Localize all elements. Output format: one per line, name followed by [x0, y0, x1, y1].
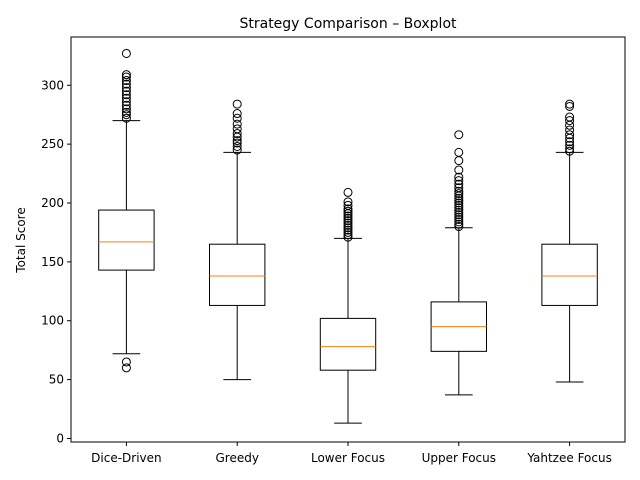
outlier-point-lower-focus — [343, 216, 353, 226]
outlier-point-greedy — [232, 138, 242, 148]
outlier-point-lower-focus — [343, 218, 353, 228]
outlier-point-greedy — [232, 145, 242, 155]
outlier-point-greedy — [232, 119, 242, 129]
outlier-point-upper-focus — [454, 130, 464, 140]
outlier-point-upper-focus — [454, 176, 464, 186]
outlier-point-upper-focus — [454, 147, 464, 157]
outlier-point-upper-focus — [454, 207, 464, 217]
box-yahtzee-focus — [541, 243, 598, 306]
y-tick-label: 0 — [56, 431, 64, 445]
y-tick-label: 50 — [49, 373, 64, 387]
outlier-point-dice-driven — [121, 48, 131, 58]
x-tick-label-lower-focus: Lower Focus — [311, 451, 385, 465]
outlier-point-dice-driven — [121, 90, 131, 100]
plot-area: 0 50 100 150 200 250 300 Dice-Driven Greedy Lower… — [41, 48, 612, 465]
plot-frame — [70, 36, 626, 443]
outlier-point-lower-focus — [343, 232, 353, 242]
box-lower-focus — [319, 317, 377, 371]
outlier-point-upper-focus — [454, 214, 464, 224]
outlier-point-dice-driven — [121, 79, 131, 89]
outlier-point-upper-focus — [454, 222, 464, 232]
outlier-point-greedy — [232, 99, 242, 109]
outlier-point-lower-focus — [343, 197, 353, 207]
outlier-point-yahtzee-focus — [565, 112, 575, 122]
y-tick-label: 250 — [41, 137, 64, 151]
outlier-point-upper-focus — [454, 219, 464, 229]
outlier-point-lower-focus — [343, 200, 353, 210]
outlier-point-lower-focus — [343, 230, 353, 240]
outlier-point-dice-driven — [121, 113, 131, 123]
outlier-point-yahtzee-focus — [565, 137, 575, 147]
outlier-point-yahtzee-focus — [565, 99, 575, 109]
outlier-point-upper-focus — [454, 165, 464, 175]
y-tick-label: 300 — [41, 78, 64, 92]
outlier-point-upper-focus — [454, 212, 464, 222]
outlier-point-upper-focus — [454, 210, 464, 220]
outlier-point-yahtzee-focus — [565, 130, 575, 140]
outlier-point-lower-focus — [343, 213, 353, 223]
outlier-point-yahtzee-focus — [565, 116, 575, 126]
outlier-point-dice-driven — [121, 83, 131, 93]
outlier-point-upper-focus — [454, 203, 464, 213]
outlier-point-upper-focus — [454, 205, 464, 215]
outlier-point-dice-driven — [121, 110, 131, 120]
outlier-point-upper-focus — [454, 200, 464, 210]
outlier-point-upper-focus — [454, 217, 464, 227]
outlier-point-yahtzee-focus — [565, 144, 575, 154]
outlier-point-yahtzee-focus — [565, 140, 575, 150]
outlier-point-upper-focus — [454, 189, 464, 199]
outlier-point-dice-driven — [121, 357, 131, 367]
outlier-point-dice-driven — [121, 363, 131, 373]
outlier-point-upper-focus — [454, 183, 464, 193]
outlier-point-dice-driven — [121, 97, 131, 107]
outlier-point-dice-driven — [121, 72, 131, 82]
outlier-point-upper-focus — [454, 193, 464, 203]
outlier-point-upper-focus — [454, 186, 464, 196]
outlier-point-lower-focus — [343, 220, 353, 230]
outlier-point-upper-focus — [454, 179, 464, 189]
outlier-point-lower-focus — [343, 227, 353, 237]
outlier-point-yahtzee-focus — [565, 146, 575, 156]
outlier-point-lower-focus — [343, 211, 353, 221]
y-tick-label: 200 — [41, 196, 64, 210]
outlier-point-greedy — [232, 109, 242, 119]
y-axis-label: Total Score — [14, 207, 28, 273]
outlier-point-dice-driven — [121, 86, 131, 96]
x-tick-label-yahtzee-focus: Yahtzee Focus — [526, 451, 612, 465]
outlier-point-upper-focus — [454, 198, 464, 208]
outlier-point-dice-driven — [121, 70, 131, 80]
outlier-point-dice-driven — [121, 76, 131, 86]
box-greedy — [209, 243, 266, 306]
outlier-point-lower-focus — [343, 204, 353, 214]
outlier-point-upper-focus — [454, 172, 464, 182]
outlier-point-dice-driven — [121, 100, 131, 110]
y-tick-label: 100 — [41, 314, 64, 328]
outlier-point-upper-focus — [454, 196, 464, 206]
y-tick-label: 150 — [41, 255, 64, 269]
outlier-point-yahtzee-focus — [565, 125, 575, 135]
chart-title: Strategy Comparison – Boxplot — [239, 16, 457, 32]
box-dice-driven — [98, 209, 155, 271]
x-tick-label-greedy: Greedy — [215, 451, 258, 465]
x-tick-label-dice-driven: Dice-Driven — [91, 451, 161, 465]
outlier-point-greedy — [232, 124, 242, 134]
outlier-point-greedy — [232, 113, 242, 123]
outlier-point-greedy — [232, 141, 242, 151]
outlier-point-dice-driven — [121, 104, 131, 114]
outlier-point-greedy — [232, 136, 242, 146]
outlier-point-greedy — [232, 129, 242, 139]
x-tick-label-upper-focus: Upper Focus — [422, 451, 496, 465]
outlier-point-lower-focus — [343, 187, 353, 197]
outlier-point-lower-focus — [343, 223, 353, 233]
outlier-point-dice-driven — [121, 93, 131, 103]
outlier-point-dice-driven — [121, 107, 131, 117]
outlier-point-lower-focus — [343, 206, 353, 216]
outlier-point-yahtzee-focus — [565, 101, 575, 111]
outlier-point-lower-focus — [343, 225, 353, 235]
